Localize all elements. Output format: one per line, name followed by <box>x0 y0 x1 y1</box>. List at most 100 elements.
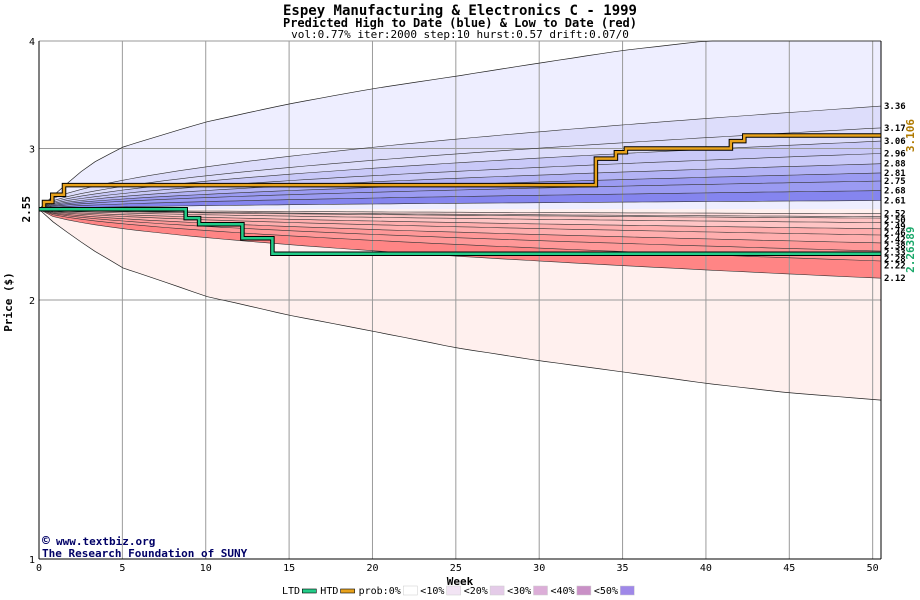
blue-band-5 <box>39 172 881 210</box>
chart-subtitle: Predicted High to Date (blue) & Low to D… <box>283 16 637 30</box>
blue-band-7 <box>39 190 881 210</box>
red-band-8 <box>39 209 881 279</box>
legend-label: <20% <box>464 586 488 597</box>
high-percentile-line-0 <box>38 105 882 210</box>
legend-label: <40% <box>551 586 575 597</box>
chart-title: Espey Manufacturing & Electronics C - 19… <box>283 3 637 19</box>
credit-org: The Research Foundation of SUNY <box>42 547 248 560</box>
credits: © www.textbiz.org The Research Foundatio… <box>42 534 248 560</box>
plot-area <box>39 41 881 559</box>
axes: 0 5 10 15 20 25 30 35 40 45 50 1 2 3 4 2.55 <box>20 37 882 574</box>
blue-band-6 <box>39 181 881 210</box>
y-tick-label: 4 <box>29 37 35 48</box>
series-line-ltd <box>39 207 881 255</box>
right-value-label: 2.88 <box>884 160 906 170</box>
low-percentile-line-1 <box>38 208 881 217</box>
low-percentile-line-3 <box>38 208 882 223</box>
x-tick-label: 30 <box>533 563 545 574</box>
x-tick-label: 35 <box>617 563 629 574</box>
right-value-label: 2.28 <box>884 255 906 265</box>
low-percentile-line-8 <box>38 208 882 262</box>
high-percentile-line-6 <box>38 180 882 210</box>
low-percentile-line-4 <box>38 208 882 230</box>
right-value-label: 2.42 <box>884 236 906 246</box>
legend-label: prob:0% <box>359 586 401 597</box>
x-axis-label: Week <box>447 575 474 588</box>
legend-color-swatch <box>576 585 592 596</box>
percentile-lines <box>38 40 882 401</box>
legend-color-swatch <box>620 585 635 596</box>
x-tick-label: 45 <box>783 563 795 574</box>
high-percentile-line-1 <box>38 127 882 210</box>
htd-end-label: 3.106 <box>904 119 917 152</box>
high-percentile-line-4 <box>38 163 882 210</box>
outer-lower-line <box>38 208 882 401</box>
legend-line-swatch <box>301 588 317 594</box>
right-value-label: 2.50 <box>884 216 906 226</box>
right-value-label: 2.38 <box>884 242 906 252</box>
right-value-label: 2.81 <box>884 169 906 179</box>
x-tick-label: 40 <box>700 563 712 574</box>
right-value-label: 3.36 <box>884 102 906 112</box>
legend-label: HTD <box>320 586 338 597</box>
right-value-label: 2.68 <box>884 187 906 197</box>
low-percentile-line-9 <box>38 208 882 279</box>
high-percentile-line-7 <box>38 190 882 210</box>
low-percentile-line-6 <box>38 208 882 244</box>
legend-color-swatch <box>446 585 461 596</box>
right-value-label: 2.12 <box>884 274 906 284</box>
high-percentile-line-3 <box>38 153 882 210</box>
right-value-label: 2.75 <box>884 177 906 187</box>
red-band-7 <box>39 209 881 261</box>
credit-url: www.textbiz.org <box>56 535 155 548</box>
right-value-label: 2.96 <box>884 150 906 160</box>
legend-color-swatch <box>489 585 505 596</box>
series-lines <box>39 133 881 256</box>
right-value-label: 2.49 <box>884 223 906 233</box>
red-band-4 <box>39 209 881 235</box>
start-price-label: 2.55 <box>20 196 33 223</box>
legend-color-swatch <box>403 585 418 596</box>
legend-line-swatch <box>340 588 355 594</box>
x-tick-label: 15 <box>283 563 295 574</box>
y-tick-label: 1 <box>29 555 35 566</box>
red-band-3 <box>39 209 881 229</box>
y-tick-label: 2 <box>29 296 35 307</box>
blue-band-2 <box>39 141 881 210</box>
x-tick-label: 50 <box>867 563 879 574</box>
x-tick-label: 5 <box>119 563 125 574</box>
x-tick-label: 10 <box>200 563 212 574</box>
right-value-label: 2.33 <box>884 249 906 259</box>
x-tick-label: 20 <box>366 563 378 574</box>
right-labels: 3.36 3.17 3.06 2.962.882.812.752.682.61 2.52… <box>884 102 917 284</box>
blue-band-3 <box>39 153 881 210</box>
right-value-label: 2.61 <box>884 197 906 207</box>
y-tick-label: 3 <box>29 144 35 155</box>
right-value-label: 2.52 <box>884 210 906 220</box>
series-line-htd <box>39 134 881 211</box>
legend: LTD HTD prob:0% <10% <20% <30% <40% <50% <box>282 585 635 597</box>
red-band-5 <box>39 209 881 243</box>
red-band-2 <box>39 209 881 223</box>
copyright-symbol: © <box>42 534 50 549</box>
blue-band-0 <box>39 106 881 210</box>
legend-color-swatch <box>533 585 548 596</box>
right-value-label: 3.17 <box>884 124 906 134</box>
ltd-end-label: 2.26389 <box>904 227 917 273</box>
low-percentile-line-2 <box>38 208 882 219</box>
x-tick-label: 0 <box>36 563 42 574</box>
blue-band-4 <box>39 163 881 210</box>
right-value-label: 2.46 <box>884 229 906 239</box>
low-percentile-line-7 <box>38 208 882 252</box>
red-band-0 <box>39 209 881 217</box>
legend-label: <50% <box>594 586 618 597</box>
y-axis-label: Price ($) <box>2 272 15 332</box>
chart-params: vol:0.77% iter:2000 step:10 hurst:0.57 d… <box>291 28 629 41</box>
legend-label: <30% <box>507 586 531 597</box>
high-percentile-line-8 <box>38 200 882 210</box>
right-value-label: 3.06 <box>884 137 906 147</box>
low-percentile-line-5 <box>38 208 882 236</box>
legend-label: LTD <box>282 586 300 597</box>
x-tick-label: 25 <box>450 563 462 574</box>
